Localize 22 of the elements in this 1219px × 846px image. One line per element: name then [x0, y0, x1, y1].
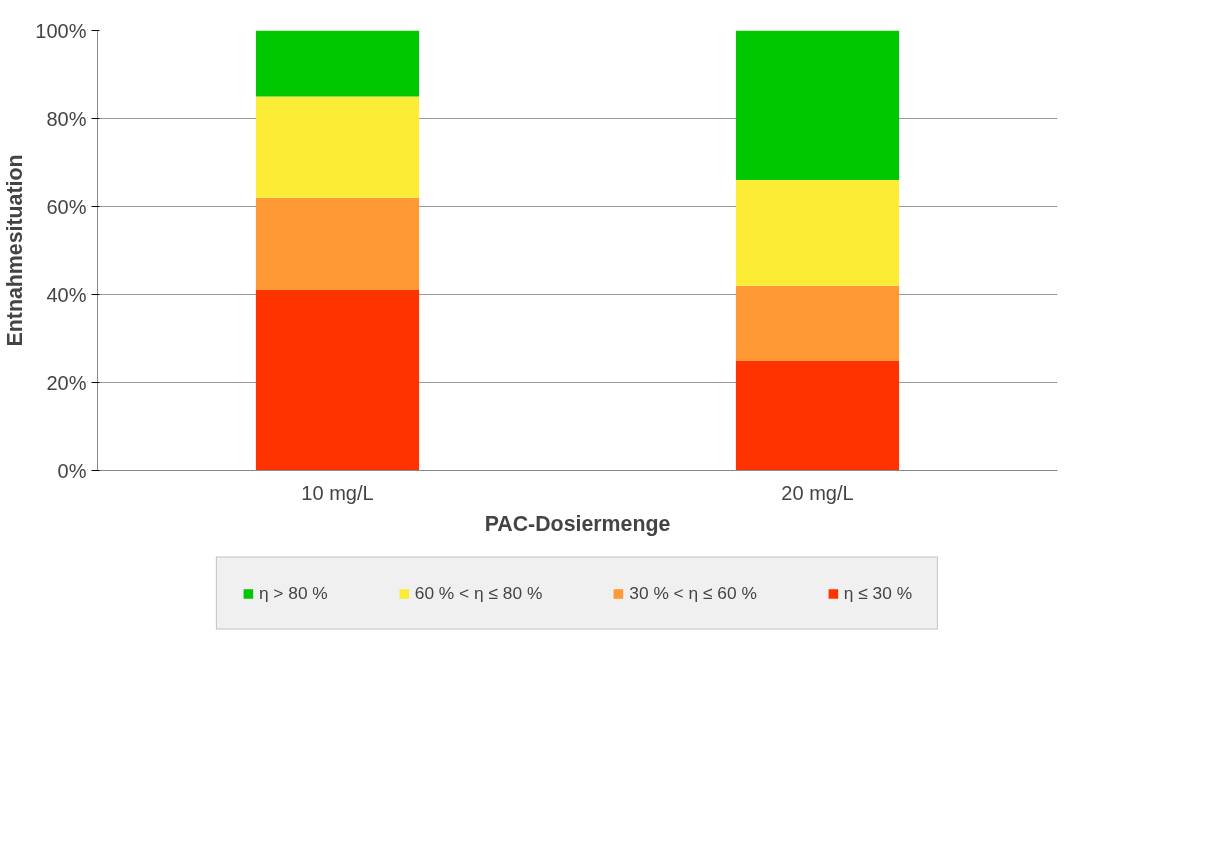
y-tick-label: 80% — [46, 107, 87, 130]
legend-label: η ≤ 30 % — [843, 582, 913, 604]
bar — [255, 30, 420, 97]
bar — [255, 96, 420, 198]
x-axis-title: PAC-Dosiermenge — [484, 511, 671, 536]
x-tick-label: 20 mg/L — [781, 481, 854, 504]
legend-label: 30 % < η ≤ 60 % — [629, 582, 757, 604]
y-axis-title: Entnahmesituation — [3, 154, 28, 347]
x-tick-label: 10 mg/L — [301, 481, 374, 504]
y-tick-label: 60% — [46, 195, 87, 218]
y-tick-label: 20% — [46, 371, 87, 394]
legend-label: η > 80 % — [258, 582, 328, 604]
bar — [735, 180, 900, 286]
bar — [735, 285, 900, 361]
bar — [255, 197, 420, 291]
bar — [735, 360, 900, 471]
bar — [255, 290, 420, 471]
y-tick-label: 0% — [57, 459, 87, 482]
y-tick-label: 100% — [35, 19, 87, 42]
y-tick-label: 40% — [46, 283, 87, 306]
legend-label: 60 % < η ≤ 80 % — [414, 582, 543, 604]
bar — [735, 30, 900, 181]
